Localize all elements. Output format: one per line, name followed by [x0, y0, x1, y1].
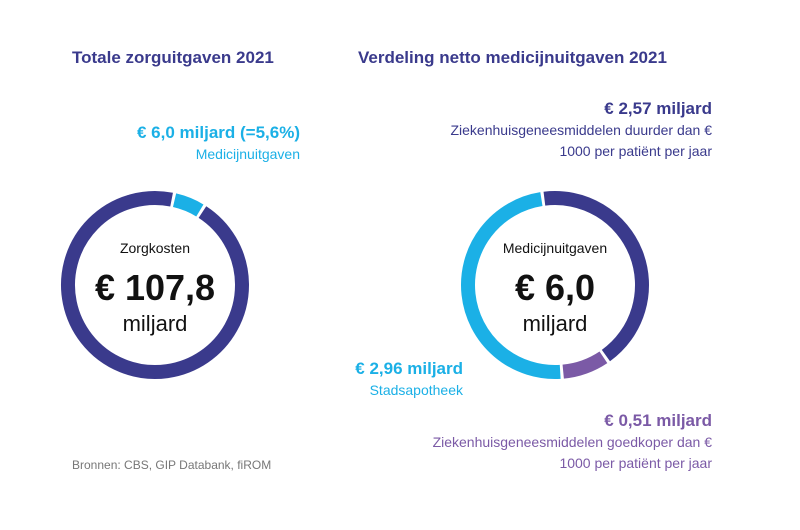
value-label: € 0,51 miljard	[604, 411, 712, 430]
value-label: € 6,0 miljard (=5,6%)	[137, 123, 300, 142]
value-label: € 2,96 miljard	[355, 359, 463, 378]
segment-label: € 2,96 miljard Stadsapotheek	[263, 358, 463, 401]
category-label: Ziekenhuisgeneesmiddelen duurder dan € 1…	[450, 122, 712, 159]
donut-segment	[172, 193, 204, 217]
value-label: € 2,57 miljard	[604, 99, 712, 118]
center-text: miljard	[522, 311, 588, 336]
category-label: Medicijnuitgaven	[195, 146, 300, 162]
center-text: Medicijnuitgaven	[502, 240, 608, 256]
category-label: Ziekenhuisgeneesmiddelen goedkoper dan €…	[432, 434, 712, 471]
donut-segment	[461, 192, 561, 379]
segment-label: € 2,57 miljard Ziekenhuisgeneesmiddelen d…	[422, 98, 712, 162]
chart-title: Verdeling netto medicijnuitgaven 2021	[358, 48, 667, 67]
donut-segment	[61, 191, 249, 379]
donut-segment	[543, 191, 649, 362]
category-label: Stadsapotheek	[369, 382, 463, 398]
source: Bronnen: CBS, GIP Databank, fiROM	[72, 458, 272, 472]
chart-title: Totale zorguitgaven 2021	[72, 48, 274, 67]
donut-segment	[562, 351, 608, 379]
segment-label: € 6,0 miljard (=5,6%) Medicijnuitgaven	[40, 122, 300, 165]
segment-label: € 0,51 miljard Ziekenhuisgeneesmiddelen g…	[412, 410, 712, 474]
center-text: € 107,8	[94, 267, 216, 308]
center-text: € 6,0	[514, 267, 596, 308]
center-text: miljard	[122, 311, 188, 336]
center-text: Zorgkosten	[119, 240, 191, 256]
